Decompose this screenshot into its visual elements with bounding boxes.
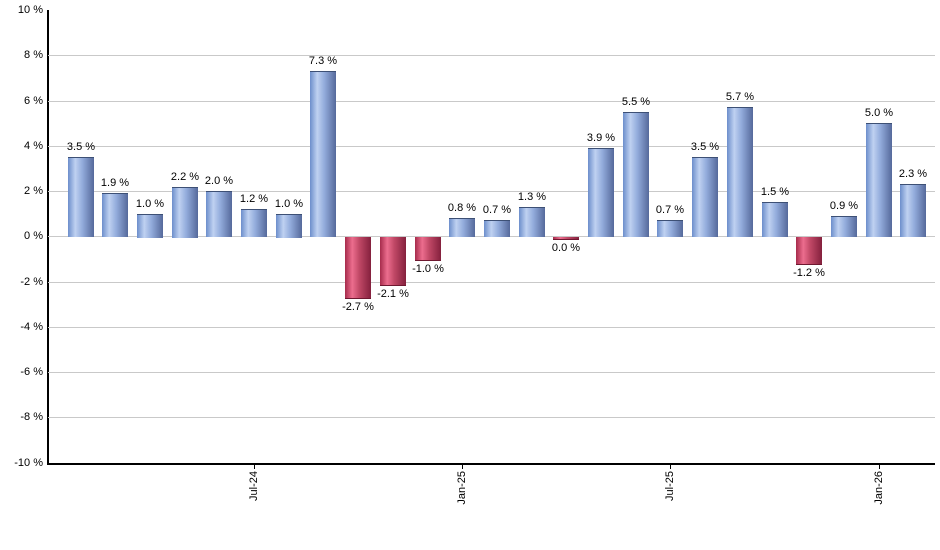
y-tick-label: 10 % [17, 4, 43, 16]
bar-value-label: 3.5 % [690, 141, 720, 153]
bar-value-label: 1.9 % [100, 177, 130, 189]
bar [553, 237, 579, 240]
y-tick-label: -8 % [20, 411, 43, 423]
gridline [48, 101, 935, 102]
bar [588, 148, 614, 237]
bar-value-label: 1.0 % [274, 198, 304, 210]
bar [241, 209, 267, 237]
bar [727, 107, 753, 237]
bar-value-label: 0.0 % [551, 242, 581, 254]
y-tick-label: 4 % [24, 140, 43, 152]
bar-value-label: 3.5 % [66, 141, 96, 153]
bar [172, 187, 198, 238]
bar [692, 157, 718, 237]
x-axis-tick [462, 463, 463, 469]
bar-value-label: 5.7 % [725, 91, 755, 103]
gridline [48, 327, 935, 328]
bar [137, 214, 163, 238]
bar [866, 123, 892, 237]
bar [762, 202, 788, 237]
gridline [48, 55, 935, 56]
x-axis-tick [670, 463, 671, 469]
bar-value-label: -1.2 % [793, 267, 825, 279]
y-tick-label: -2 % [20, 276, 43, 288]
bar [380, 237, 406, 286]
gridline [48, 372, 935, 373]
gridline [48, 417, 935, 418]
gridline [48, 146, 935, 147]
bar [276, 214, 302, 238]
bar-value-label: 0.7 % [655, 204, 685, 216]
bar-value-label: -2.1 % [377, 288, 409, 300]
bar-value-label: 5.5 % [621, 96, 651, 108]
bar-value-label: 3.9 % [586, 132, 616, 144]
x-tick-label: Jan-26 [873, 471, 885, 505]
bar-value-label: 1.0 % [135, 198, 165, 210]
bar [68, 157, 94, 237]
x-tick-label: Jul-24 [248, 471, 260, 501]
bar-value-label: 2.2 % [170, 171, 200, 183]
bar-value-label: 0.7 % [482, 204, 512, 216]
y-tick-label: 8 % [24, 49, 43, 61]
bar [484, 220, 510, 237]
bar-value-label: -2.7 % [342, 301, 374, 313]
bar [102, 193, 128, 237]
bar [831, 216, 857, 237]
bar [900, 184, 926, 237]
y-tick-label: 2 % [24, 185, 43, 197]
gridline [48, 191, 935, 192]
bar-value-label: -1.0 % [412, 263, 444, 275]
y-axis-line [47, 10, 49, 465]
bar-value-label: 0.9 % [829, 200, 859, 212]
bar [519, 207, 545, 237]
bar-value-label: 5.0 % [864, 107, 894, 119]
bar [657, 220, 683, 237]
y-tick-label: 6 % [24, 95, 43, 107]
bar [310, 71, 336, 237]
bar [345, 237, 371, 299]
y-tick-label: 0 % [24, 230, 43, 242]
x-axis-line [47, 463, 935, 465]
bar-value-label: 7.3 % [308, 55, 338, 67]
x-axis-tick [254, 463, 255, 469]
bar-value-label: 1.2 % [239, 193, 269, 205]
y-tick-label: -4 % [20, 321, 43, 333]
bar-value-label: 2.3 % [898, 168, 928, 180]
bar [449, 218, 475, 237]
x-tick-label: Jan-25 [456, 471, 468, 505]
x-tick-label: Jul-25 [664, 471, 676, 501]
bar-value-label: 1.3 % [517, 191, 547, 203]
x-axis-tick [879, 463, 880, 469]
bar [623, 112, 649, 237]
bar [796, 237, 822, 265]
y-tick-label: -6 % [20, 366, 43, 378]
bar-value-label: 0.8 % [447, 202, 477, 214]
y-tick-label: -10 % [14, 457, 43, 469]
gridline [48, 282, 935, 283]
bar [415, 237, 441, 261]
bar [206, 191, 232, 237]
bar-value-label: 1.5 % [760, 186, 790, 198]
bar-value-label: 2.0 % [204, 175, 234, 187]
